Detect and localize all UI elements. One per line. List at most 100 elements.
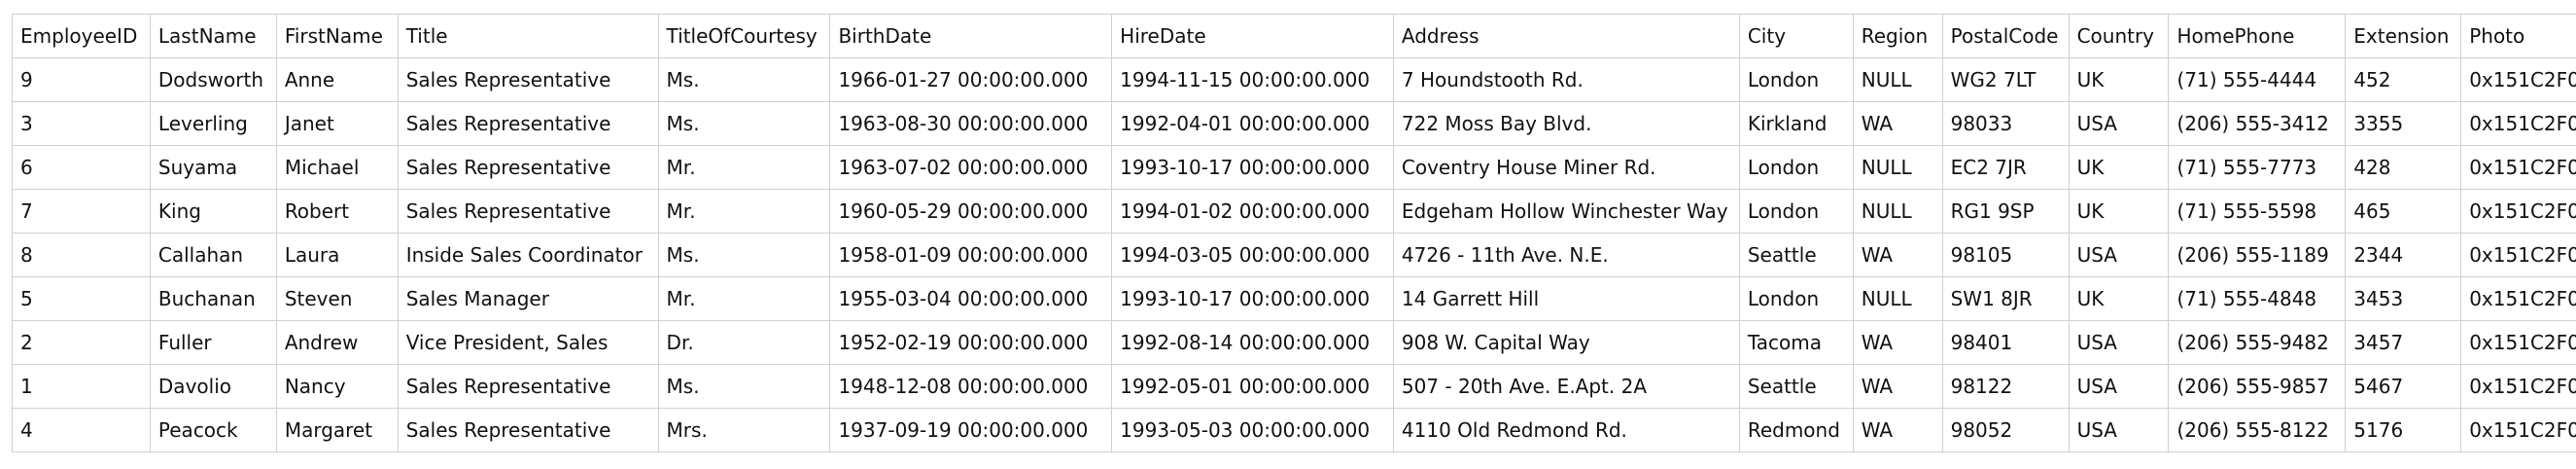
cell-postalcode[interactable]: RG1 9SP — [1941, 189, 2070, 234]
cell-address[interactable]: 507 - 20th Ave. E.Apt. 2A — [1392, 364, 1740, 409]
cell-hiredate[interactable]: 1993-10-17 00:00:00.000 — [1111, 276, 1394, 321]
cell-titleofcourtesy[interactable]: Mr. — [657, 189, 831, 234]
cell-titleofcourtesy[interactable]: Ms. — [657, 364, 831, 409]
cell-region[interactable]: NULL — [1852, 57, 1943, 102]
cell-title[interactable]: Sales Manager — [397, 276, 659, 321]
cell-postalcode[interactable]: EC2 7JR — [1941, 145, 2070, 190]
cell-lastname[interactable]: Davolio — [149, 364, 277, 409]
table-row[interactable]: 9 Dodsworth Anne Sales Representative Ms. 196… — [12, 57, 2576, 102]
column-header-region[interactable]: Region — [1852, 14, 1943, 58]
cell-birthdate[interactable]: 1963-08-30 00:00:00.000 — [829, 101, 1113, 146]
cell-firstname[interactable]: Andrew — [275, 320, 399, 365]
cell-address[interactable]: 7 Houndstooth Rd. — [1392, 57, 1740, 102]
cell-photo[interactable]: 0x151C2F0 — [2460, 408, 2576, 452]
cell-address[interactable]: 722 Moss Bay Blvd. — [1392, 101, 1740, 146]
cell-extension[interactable]: 465 — [2345, 189, 2462, 234]
cell-employeeid[interactable]: 5 — [12, 276, 151, 321]
cell-hiredate[interactable]: 1992-05-01 00:00:00.000 — [1111, 364, 1394, 409]
cell-title[interactable]: Vice President, Sales — [397, 320, 659, 365]
table-row[interactable]: 6 Suyama Michael Sales Representative Mr. 196… — [12, 145, 2576, 190]
cell-titleofcourtesy[interactable]: Dr. — [657, 320, 831, 365]
cell-extension[interactable]: 428 — [2345, 145, 2462, 190]
cell-firstname[interactable]: Steven — [275, 276, 399, 321]
cell-firstname[interactable]: Margaret — [275, 408, 399, 452]
cell-country[interactable]: USA — [2068, 101, 2170, 146]
cell-address[interactable]: 14 Garrett Hill — [1392, 276, 1740, 321]
cell-city[interactable]: London — [1738, 189, 1854, 234]
cell-postalcode[interactable]: 98033 — [1941, 101, 2070, 146]
cell-photo[interactable]: 0x151C2F0 — [2460, 57, 2576, 102]
cell-city[interactable]: London — [1738, 145, 1854, 190]
cell-hiredate[interactable]: 1994-11-15 00:00:00.000 — [1111, 57, 1394, 102]
cell-title[interactable]: Inside Sales Coordinator — [397, 233, 659, 277]
cell-hiredate[interactable]: 1993-10-17 00:00:00.000 — [1111, 145, 1394, 190]
cell-employeeid[interactable]: 7 — [12, 189, 151, 234]
cell-homephone[interactable]: (206) 555-9482 — [2168, 320, 2347, 365]
cell-title[interactable]: Sales Representative — [397, 408, 659, 452]
cell-country[interactable]: UK — [2068, 145, 2170, 190]
cell-employeeid[interactable]: 3 — [12, 101, 151, 146]
cell-address[interactable]: 908 W. Capital Way — [1392, 320, 1740, 365]
cell-extension[interactable]: 3457 — [2345, 320, 2462, 365]
cell-hiredate[interactable]: 1993-05-03 00:00:00.000 — [1111, 408, 1394, 452]
cell-address[interactable]: Edgeham Hollow Winchester Way — [1392, 189, 1740, 234]
cell-title[interactable]: Sales Representative — [397, 101, 659, 146]
cell-firstname[interactable]: Nancy — [275, 364, 399, 409]
cell-employeeid[interactable]: 2 — [12, 320, 151, 365]
cell-city[interactable]: London — [1738, 57, 1854, 102]
cell-lastname[interactable]: King — [149, 189, 277, 234]
cell-firstname[interactable]: Michael — [275, 145, 399, 190]
column-header-city[interactable]: City — [1738, 14, 1854, 58]
cell-birthdate[interactable]: 1963-07-02 00:00:00.000 — [829, 145, 1113, 190]
cell-firstname[interactable]: Robert — [275, 189, 399, 234]
column-header-titleofcourtesy[interactable]: TitleOfCourtesy — [657, 14, 831, 58]
cell-lastname[interactable]: Fuller — [149, 320, 277, 365]
cell-region[interactable]: WA — [1852, 101, 1943, 146]
cell-lastname[interactable]: Buchanan — [149, 276, 277, 321]
column-header-address[interactable]: Address — [1392, 14, 1740, 58]
column-header-title[interactable]: Title — [397, 14, 659, 58]
cell-lastname[interactable]: Peacock — [149, 408, 277, 452]
cell-region[interactable]: WA — [1852, 364, 1943, 409]
cell-homephone[interactable]: (206) 555-8122 — [2168, 408, 2347, 452]
cell-titleofcourtesy[interactable]: Mr. — [657, 276, 831, 321]
column-header-extension[interactable]: Extension — [2345, 14, 2462, 58]
cell-homephone[interactable]: (71) 555-7773 — [2168, 145, 2347, 190]
table-row[interactable]: 2 Fuller Andrew Vice President, Sales Dr. 195… — [12, 320, 2576, 365]
cell-postalcode[interactable]: WG2 7LT — [1941, 57, 2070, 102]
cell-title[interactable]: Sales Representative — [397, 364, 659, 409]
cell-region[interactable]: WA — [1852, 233, 1943, 277]
cell-hiredate[interactable]: 1994-03-05 00:00:00.000 — [1111, 233, 1394, 277]
cell-photo[interactable]: 0x151C2F0 — [2460, 320, 2576, 365]
cell-postalcode[interactable]: 98105 — [1941, 233, 2070, 277]
cell-titleofcourtesy[interactable]: Mrs. — [657, 408, 831, 452]
cell-city[interactable]: Tacoma — [1738, 320, 1854, 365]
cell-city[interactable]: Seattle — [1738, 233, 1854, 277]
cell-photo[interactable]: 0x151C2F0 — [2460, 101, 2576, 146]
cell-city[interactable]: Seattle — [1738, 364, 1854, 409]
cell-postalcode[interactable]: 98401 — [1941, 320, 2070, 365]
cell-photo[interactable]: 0x151C2F0 — [2460, 145, 2576, 190]
cell-address[interactable]: Coventry House Miner Rd. — [1392, 145, 1740, 190]
cell-employeeid[interactable]: 9 — [12, 57, 151, 102]
cell-title[interactable]: Sales Representative — [397, 57, 659, 102]
cell-region[interactable]: WA — [1852, 320, 1943, 365]
cell-birthdate[interactable]: 1960-05-29 00:00:00.000 — [829, 189, 1113, 234]
cell-postalcode[interactable]: 98122 — [1941, 364, 2070, 409]
cell-country[interactable]: UK — [2068, 57, 2170, 102]
cell-titleofcourtesy[interactable]: Ms. — [657, 57, 831, 102]
column-header-birthdate[interactable]: BirthDate — [829, 14, 1113, 58]
cell-firstname[interactable]: Janet — [275, 101, 399, 146]
cell-employeeid[interactable]: 1 — [12, 364, 151, 409]
column-header-country[interactable]: Country — [2068, 14, 2170, 58]
cell-employeeid[interactable]: 4 — [12, 408, 151, 452]
cell-titleofcourtesy[interactable]: Mr. — [657, 145, 831, 190]
cell-birthdate[interactable]: 1966-01-27 00:00:00.000 — [829, 57, 1113, 102]
table-row[interactable]: 4 Peacock Margaret Sales Representative Mrs.… — [12, 408, 2576, 452]
cell-extension[interactable]: 3355 — [2345, 101, 2462, 146]
cell-hiredate[interactable]: 1992-08-14 00:00:00.000 — [1111, 320, 1394, 365]
cell-firstname[interactable]: Anne — [275, 57, 399, 102]
table-row[interactable]: 8 Callahan Laura Inside Sales Coordinator Ms… — [12, 233, 2576, 277]
cell-lastname[interactable]: Suyama — [149, 145, 277, 190]
column-header-homephone[interactable]: HomePhone — [2168, 14, 2347, 58]
